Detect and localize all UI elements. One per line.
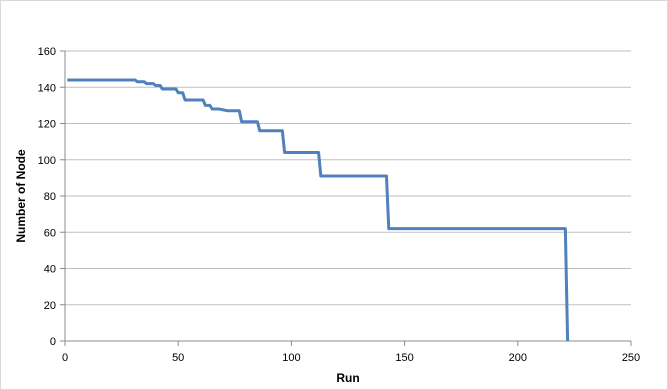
y-tick-label: 80 (44, 191, 56, 203)
y-tick-label: 100 (38, 155, 56, 167)
series-line (67, 78, 570, 342)
x-axis-title: Run (336, 371, 359, 385)
y-tick-label: 140 (38, 82, 56, 94)
grid-lines (65, 50, 631, 306)
x-tick-label: 200 (509, 352, 527, 364)
series-layer (67, 78, 570, 342)
y-tick-labels: 0 20 40 60 80 100 120 140 160 (38, 46, 56, 348)
y-tick-label: 60 (44, 227, 56, 239)
x-tick-label: 250 (622, 352, 640, 364)
y-tick-label: 40 (44, 264, 56, 276)
y-axis-title: Number of Node (14, 149, 28, 243)
axes (60, 50, 632, 346)
y-tick-label: 0 (50, 336, 56, 348)
y-tick-label: 120 (38, 119, 56, 131)
y-tick-label: 20 (44, 300, 56, 312)
x-tick-label: 100 (282, 352, 300, 364)
x-tick-label: 0 (62, 352, 68, 364)
y-tick-label: 160 (38, 46, 56, 58)
x-tick-labels: 0 50 100 150 200 250 (62, 352, 640, 364)
x-tick-label: 150 (395, 352, 413, 364)
x-tick-label: 50 (172, 352, 184, 364)
